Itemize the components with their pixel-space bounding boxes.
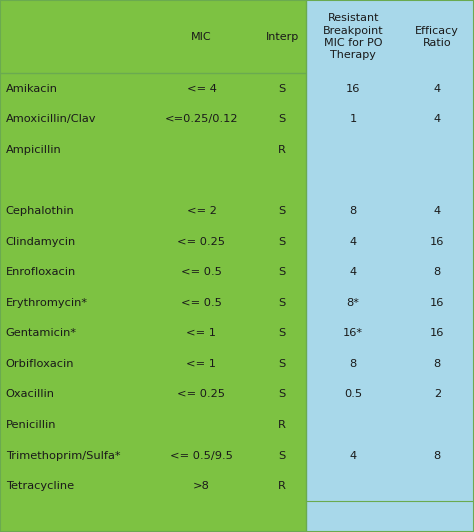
- Text: <= 0.5: <= 0.5: [181, 298, 222, 307]
- Text: R: R: [278, 145, 286, 155]
- Text: <=0.25/0.12: <=0.25/0.12: [164, 114, 238, 124]
- Text: 16*: 16*: [343, 328, 363, 338]
- Text: R: R: [278, 420, 286, 430]
- Text: 2: 2: [434, 389, 441, 400]
- Text: Amikacin: Amikacin: [6, 84, 58, 94]
- Text: 4: 4: [434, 84, 441, 94]
- Text: 8*: 8*: [346, 298, 360, 307]
- Text: 8: 8: [434, 267, 441, 277]
- Text: S: S: [278, 114, 286, 124]
- Text: 1: 1: [349, 114, 357, 124]
- Text: <= 0.25: <= 0.25: [177, 389, 226, 400]
- Text: Ampicillin: Ampicillin: [6, 145, 62, 155]
- Text: S: S: [278, 328, 286, 338]
- Text: Trimethoprim/Sulfa*: Trimethoprim/Sulfa*: [6, 451, 120, 461]
- Text: 0.5: 0.5: [344, 389, 362, 400]
- Text: Tetracycline: Tetracycline: [6, 481, 74, 491]
- Text: <= 2: <= 2: [186, 206, 217, 216]
- Text: Amoxicillin/Clav: Amoxicillin/Clav: [6, 114, 96, 124]
- Text: Orbifloxacin: Orbifloxacin: [6, 359, 74, 369]
- Text: S: S: [278, 84, 286, 94]
- Text: Clindamycin: Clindamycin: [6, 237, 76, 246]
- Text: <= 4: <= 4: [186, 84, 217, 94]
- Text: Erythromycin*: Erythromycin*: [6, 298, 88, 307]
- Text: R: R: [278, 481, 286, 491]
- Text: 8: 8: [434, 451, 441, 461]
- Text: 4: 4: [434, 114, 441, 124]
- Text: 16: 16: [430, 298, 445, 307]
- Text: <= 0.5/9.5: <= 0.5/9.5: [170, 451, 233, 461]
- Text: 16: 16: [430, 237, 445, 246]
- Text: S: S: [278, 237, 286, 246]
- Text: 16: 16: [430, 328, 445, 338]
- Text: <= 1: <= 1: [186, 328, 217, 338]
- Text: 4: 4: [349, 267, 357, 277]
- Text: 16: 16: [346, 84, 360, 94]
- Text: 8: 8: [349, 359, 357, 369]
- Text: S: S: [278, 389, 286, 400]
- Text: Cephalothin: Cephalothin: [6, 206, 74, 216]
- Text: MIC: MIC: [191, 32, 212, 41]
- Text: <= 0.25: <= 0.25: [177, 237, 226, 246]
- Text: Penicillin: Penicillin: [6, 420, 56, 430]
- Text: S: S: [278, 267, 286, 277]
- Text: Resistant
Breakpoint
MIC for PO
Therapy: Resistant Breakpoint MIC for PO Therapy: [323, 13, 383, 60]
- Text: 8: 8: [434, 359, 441, 369]
- Text: S: S: [278, 451, 286, 461]
- Text: Interp: Interp: [265, 32, 299, 41]
- Text: 4: 4: [349, 237, 357, 246]
- Text: <= 0.5: <= 0.5: [181, 267, 222, 277]
- Text: 8: 8: [349, 206, 357, 216]
- Text: S: S: [278, 359, 286, 369]
- Text: Gentamicin*: Gentamicin*: [6, 328, 77, 338]
- Text: S: S: [278, 298, 286, 307]
- Text: Efficacy
Ratio: Efficacy Ratio: [415, 26, 459, 48]
- Bar: [306, 0, 474, 532]
- Text: Oxacillin: Oxacillin: [6, 389, 55, 400]
- Text: >8: >8: [193, 481, 210, 491]
- Text: 4: 4: [349, 451, 357, 461]
- Text: S: S: [278, 206, 286, 216]
- Text: Enrofloxacin: Enrofloxacin: [6, 267, 76, 277]
- Text: 4: 4: [434, 206, 441, 216]
- Text: <= 1: <= 1: [186, 359, 217, 369]
